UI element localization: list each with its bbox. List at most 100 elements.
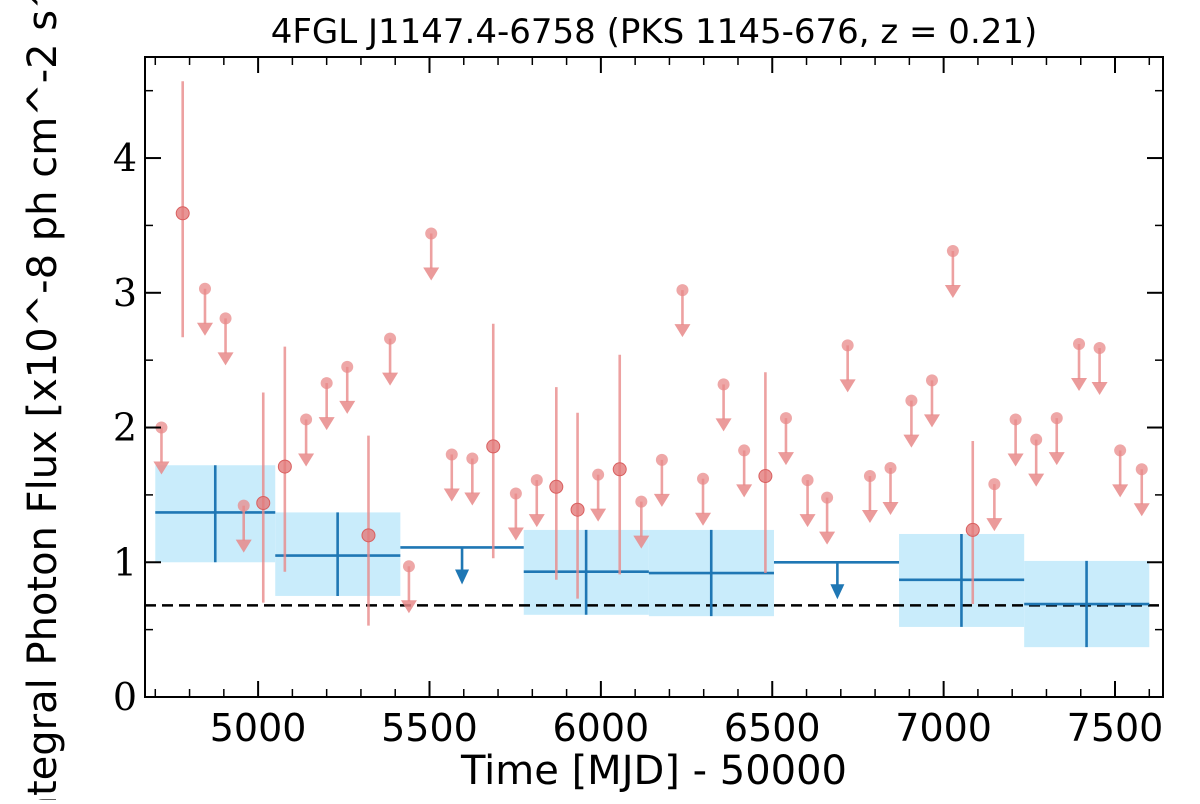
upper-limit-marker xyxy=(198,282,211,295)
upper-limit-marker xyxy=(697,472,710,485)
upper-limit-marker xyxy=(738,444,751,457)
upper-limit-arrow xyxy=(777,452,794,466)
upper-limit-arrow xyxy=(217,352,234,366)
upper-limit-arrow xyxy=(653,493,670,507)
upper-limit-arrow xyxy=(382,372,399,386)
upper-limit-marker xyxy=(779,412,792,425)
upper-limit-arrow xyxy=(339,400,356,414)
upper-limit-marker xyxy=(884,461,897,474)
upper-limit-marker xyxy=(988,478,1001,491)
upper-limit-arrow xyxy=(819,531,836,545)
upper-limit-arrow xyxy=(944,285,961,299)
upper-limit-marker xyxy=(509,487,522,500)
upper-limit-marker xyxy=(237,499,250,512)
short-bin-point xyxy=(256,495,271,510)
x-tick-label: 6000 xyxy=(553,706,650,750)
short-bin-point xyxy=(361,528,376,543)
chart-title: 4FGL J1147.4-6758 (PKS 1145-676, z = 0.2… xyxy=(271,12,1038,52)
y-axis-label: Integral Photon Flux [x10^-8 ph cm^-2 s^… xyxy=(20,0,66,800)
upper-limit-marker xyxy=(841,339,854,352)
upper-limit-arrow xyxy=(736,484,753,498)
upper-limit-arrow xyxy=(423,267,440,281)
upper-limit-marker xyxy=(1114,444,1127,457)
upper-limit-arrow xyxy=(235,539,252,553)
upper-limit-arrow xyxy=(799,514,816,528)
upper-limit-arrow xyxy=(153,461,170,475)
upper-limit-marker xyxy=(402,560,415,573)
upper-limit-arrow xyxy=(882,501,899,515)
upper-limit-arrow xyxy=(1048,452,1065,466)
upper-limit-arrow xyxy=(986,518,1003,532)
upper-limit-marker xyxy=(320,377,333,390)
upper-limit-arrow xyxy=(464,492,481,506)
short-bin-point xyxy=(965,522,980,537)
upper-limit-arrow xyxy=(903,434,920,448)
upper-limit-arrow xyxy=(1028,473,1045,487)
upper-limit-marker xyxy=(300,413,313,426)
long-bin-upper-limit-arrow xyxy=(830,584,845,600)
upper-limit-arrow xyxy=(695,512,712,526)
upper-limit-arrow xyxy=(674,324,691,338)
upper-limit-marker xyxy=(592,468,605,481)
upper-limit-marker xyxy=(155,421,168,434)
short-bin-point xyxy=(570,502,585,517)
upper-limit-marker xyxy=(219,312,232,325)
x-tick-label: 7000 xyxy=(895,706,992,750)
upper-limit-marker xyxy=(925,374,938,387)
upper-limit-marker xyxy=(821,491,834,504)
long-bin-upper-limit-arrow xyxy=(455,569,470,585)
x-tick-label: 6500 xyxy=(724,706,821,750)
upper-limit-arrow xyxy=(1091,382,1108,396)
upper-limit-marker xyxy=(1073,337,1086,350)
upper-limit-arrow xyxy=(318,417,335,431)
upper-limit-marker xyxy=(717,378,730,391)
upper-limit-marker xyxy=(1009,413,1022,426)
short-bin-point xyxy=(549,479,564,494)
upper-limit-arrow xyxy=(1112,484,1129,498)
short-bin-point xyxy=(612,462,627,477)
upper-limit-arrow xyxy=(861,510,878,524)
upper-limit-marker xyxy=(635,495,648,508)
short-bin-point xyxy=(277,459,292,474)
upper-limit-marker xyxy=(946,245,959,258)
upper-limit-arrow xyxy=(715,418,732,432)
y-tick-label: 0 xyxy=(113,675,137,719)
upper-limit-marker xyxy=(466,452,479,465)
y-tick-label: 3 xyxy=(113,271,137,315)
upper-limit-marker xyxy=(425,227,438,240)
y-tick-label: 2 xyxy=(113,406,137,450)
upper-limit-arrow xyxy=(590,508,607,522)
x-tick-label: 7500 xyxy=(1067,706,1164,750)
x-tick-label: 5000 xyxy=(210,706,307,750)
upper-limit-marker xyxy=(1050,412,1063,425)
x-tick-label: 5500 xyxy=(381,706,478,750)
upper-limit-marker xyxy=(1093,342,1106,355)
y-tick-label: 4 xyxy=(113,136,137,180)
upper-limit-marker xyxy=(530,474,543,487)
upper-limit-arrow xyxy=(839,379,856,393)
upper-limit-arrow xyxy=(507,527,524,541)
upper-limit-marker xyxy=(801,474,814,487)
upper-limit-arrow xyxy=(633,535,650,549)
y-tick-label: 1 xyxy=(113,540,137,584)
upper-limit-arrow xyxy=(1071,377,1088,391)
upper-limit-arrow xyxy=(298,453,315,467)
upper-limit-marker xyxy=(1030,433,1043,446)
short-bin-point xyxy=(758,469,773,484)
upper-limit-arrow xyxy=(923,414,940,428)
upper-limit-arrow xyxy=(1133,503,1150,517)
short-bin-point xyxy=(486,439,501,454)
upper-limit-arrow xyxy=(443,488,460,502)
short-bin-point xyxy=(175,206,190,221)
upper-limit-arrow xyxy=(400,600,417,614)
upper-limit-marker xyxy=(655,453,668,466)
upper-limit-arrow xyxy=(1007,453,1024,467)
upper-limit-arrow xyxy=(196,322,213,336)
upper-limit-marker xyxy=(676,284,689,297)
upper-limit-marker xyxy=(384,332,397,345)
upper-limit-marker xyxy=(445,448,458,461)
upper-limit-marker xyxy=(905,394,918,407)
upper-limit-arrow xyxy=(528,514,545,528)
